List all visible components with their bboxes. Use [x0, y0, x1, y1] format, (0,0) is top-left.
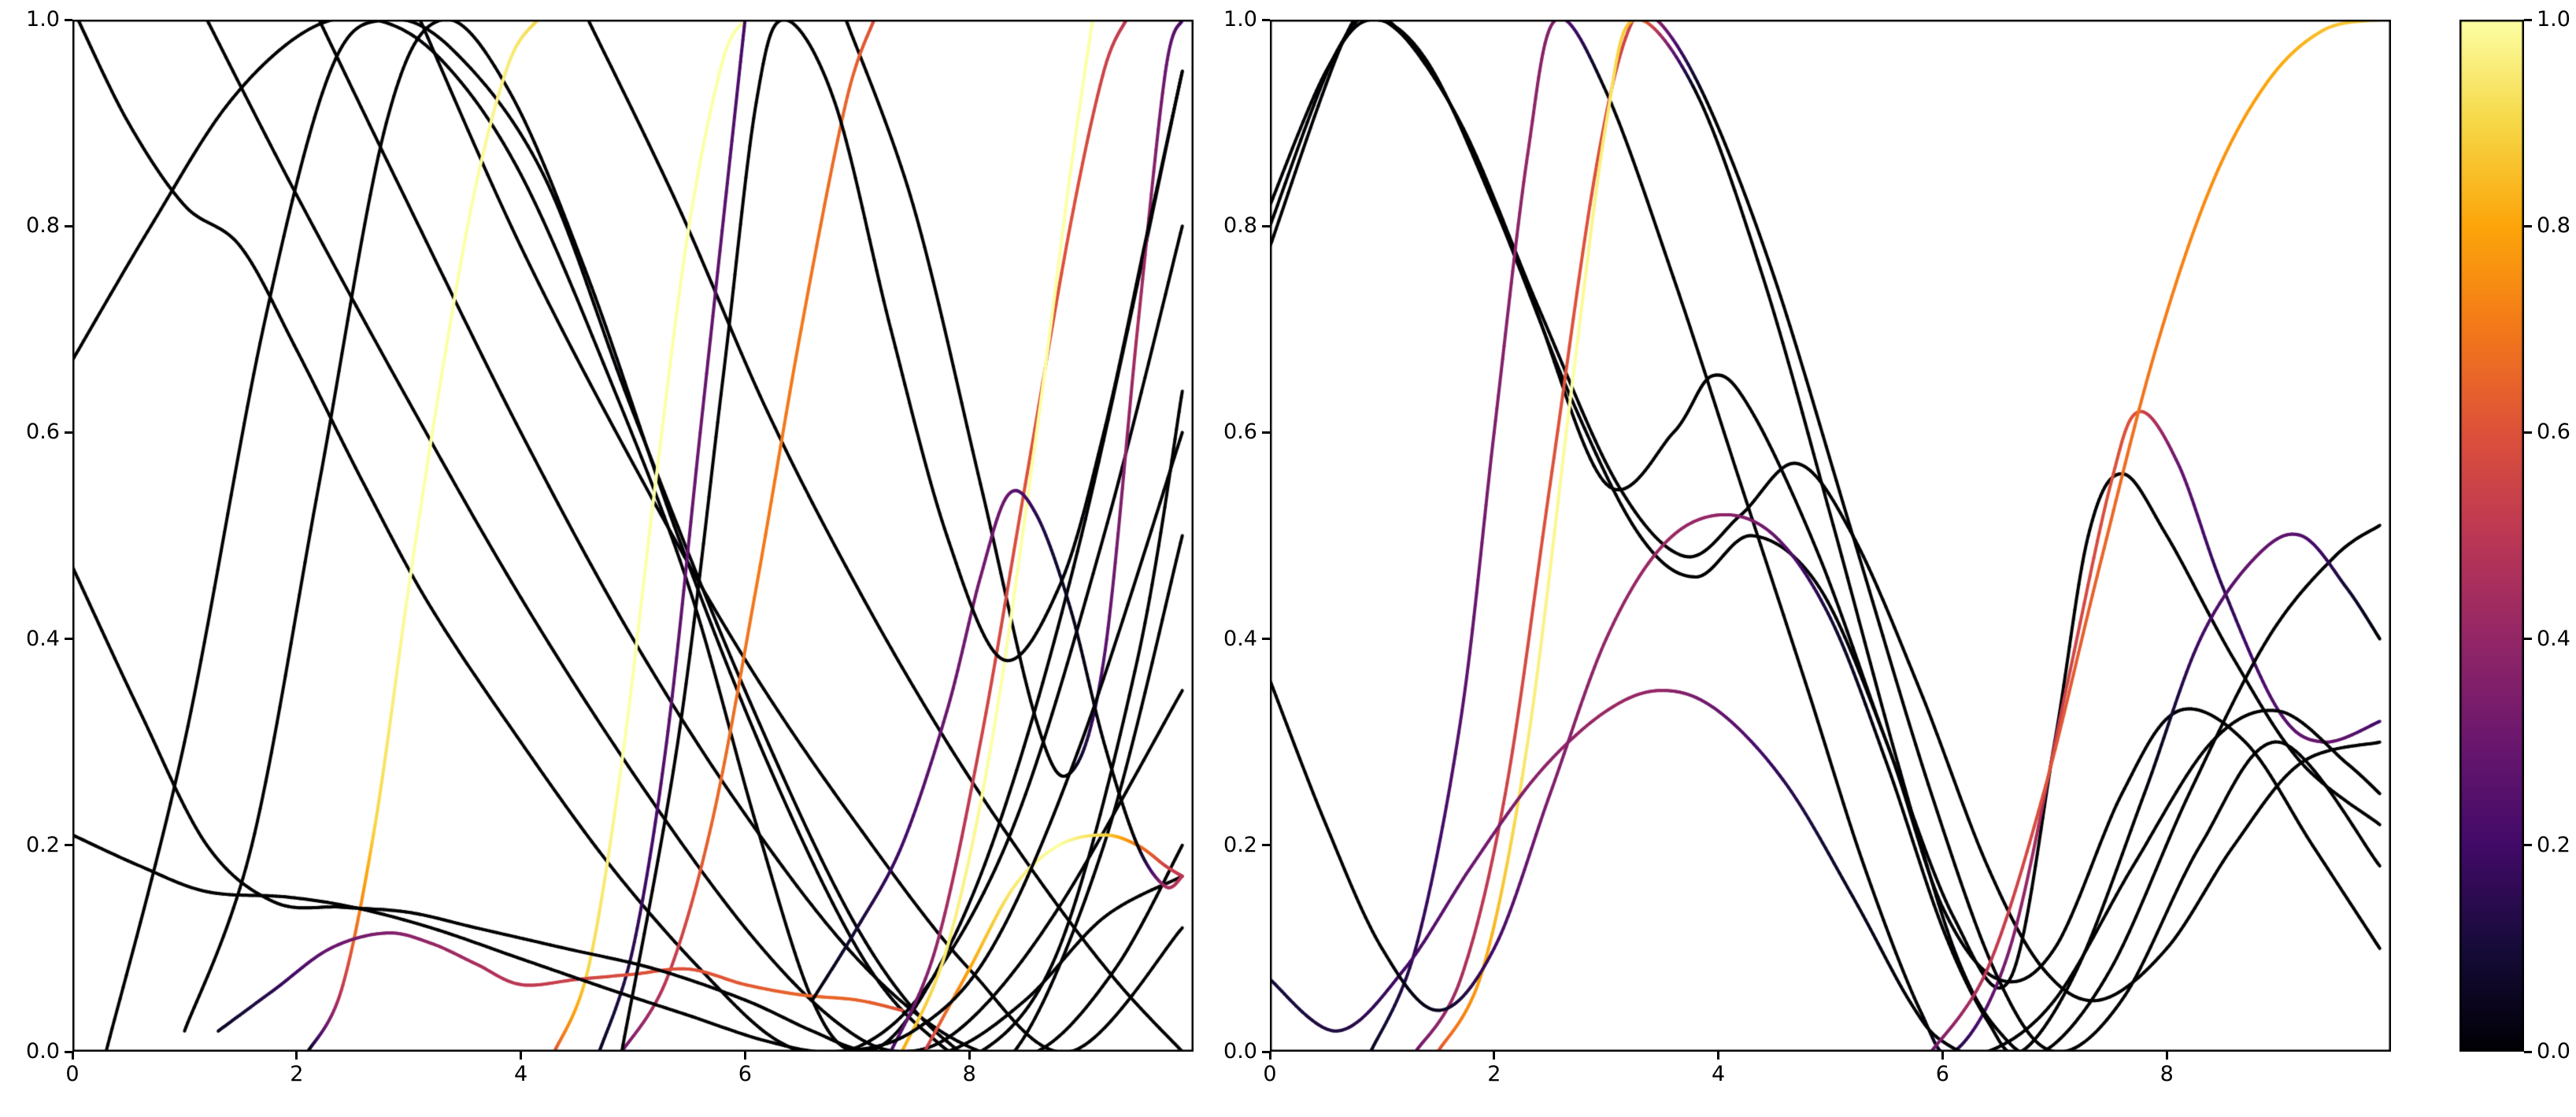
y-tick-label: 0.6 [1223, 420, 1257, 445]
colorbar-tick-label: 0.6 [2537, 420, 2570, 445]
y-tick-label: 0.2 [1223, 832, 1257, 857]
y-tick-mark [65, 224, 72, 227]
colorbar-tick-label: 0.4 [2537, 626, 2570, 651]
y-tick-mark [65, 18, 72, 21]
y-tick-mark [65, 1050, 72, 1053]
x-tick-mark [1941, 1052, 1944, 1060]
x-tick-mark [295, 1052, 298, 1060]
colorbar-canvas [2459, 20, 2524, 1052]
x-tick-label: 0 [65, 1062, 80, 1086]
colorbar-tick-label: 0.2 [2537, 832, 2570, 857]
y-tick-mark [1262, 224, 1270, 227]
colorbar-tick-mark [2524, 638, 2532, 641]
colorbar-tick-mark [2524, 18, 2532, 21]
y-tick-label: 0.4 [26, 626, 60, 651]
y-tick-label: 0.8 [26, 213, 60, 239]
y-tick-mark [1262, 844, 1270, 847]
y-tick-label: 0.0 [26, 1039, 60, 1063]
colorbar-tick-label: 1.0 [2537, 7, 2570, 31]
x-tick-mark [520, 1052, 523, 1060]
y-tick-mark [1262, 638, 1270, 641]
x-tick-mark [1268, 1052, 1271, 1060]
y-tick-mark [1262, 431, 1270, 434]
colorbar-tick-mark [2524, 844, 2532, 847]
y-tick-mark [1262, 1050, 1270, 1053]
left-plot: 0 2 4 6 8 0.0 0.2 0.4 0.6 0.8 1.0 [26, 8, 1194, 1086]
x-tick-label: 4 [514, 1062, 528, 1086]
x-tick-label: 8 [2160, 1062, 2174, 1086]
x-tick-label: 2 [290, 1062, 304, 1086]
x-tick-mark [2165, 1052, 2168, 1060]
y-tick-mark [65, 431, 72, 434]
x-tick-label: 6 [1935, 1062, 1949, 1086]
y-tick-mark [1262, 18, 1270, 21]
x-tick-label: 4 [1712, 1062, 1726, 1086]
y-tick-label: 1.0 [1223, 7, 1257, 31]
y-tick-mark [65, 638, 72, 641]
y-tick-label: 1.0 [26, 7, 60, 31]
x-tick-mark [968, 1052, 971, 1060]
x-tick-label: 2 [1487, 1062, 1501, 1086]
x-tick-label: 6 [738, 1062, 752, 1086]
x-tick-label: 0 [1263, 1062, 1277, 1086]
right-plot: 0 2 4 6 8 0.0 0.2 0.4 0.6 0.8 1.0 [1223, 8, 2391, 1086]
y-tick-label: 0.8 [1223, 213, 1257, 239]
colorbar-tick-label: 0.0 [2537, 1039, 2570, 1063]
y-tick-label: 0.2 [26, 832, 60, 857]
colorbar-tick-mark [2524, 431, 2532, 434]
left-plot-canvas [72, 20, 1194, 1052]
x-tick-mark [1717, 1052, 1720, 1060]
colorbar: 0.0 0.2 0.4 0.6 0.8 1.0 [2459, 8, 2570, 1063]
right-plot-canvas [1270, 20, 2391, 1052]
colorbar-tick-mark [2524, 224, 2532, 227]
y-tick-label: 0.6 [26, 420, 60, 445]
x-tick-mark [1493, 1052, 1496, 1060]
x-tick-mark [71, 1052, 74, 1060]
colorbar-tick-mark [2524, 1050, 2532, 1053]
y-tick-mark [65, 844, 72, 847]
y-tick-label: 0.0 [1223, 1039, 1257, 1063]
y-tick-label: 0.4 [1223, 626, 1257, 651]
colorbar-tick-label: 0.8 [2537, 213, 2570, 239]
x-tick-mark [743, 1052, 746, 1060]
x-tick-label: 8 [962, 1062, 976, 1086]
